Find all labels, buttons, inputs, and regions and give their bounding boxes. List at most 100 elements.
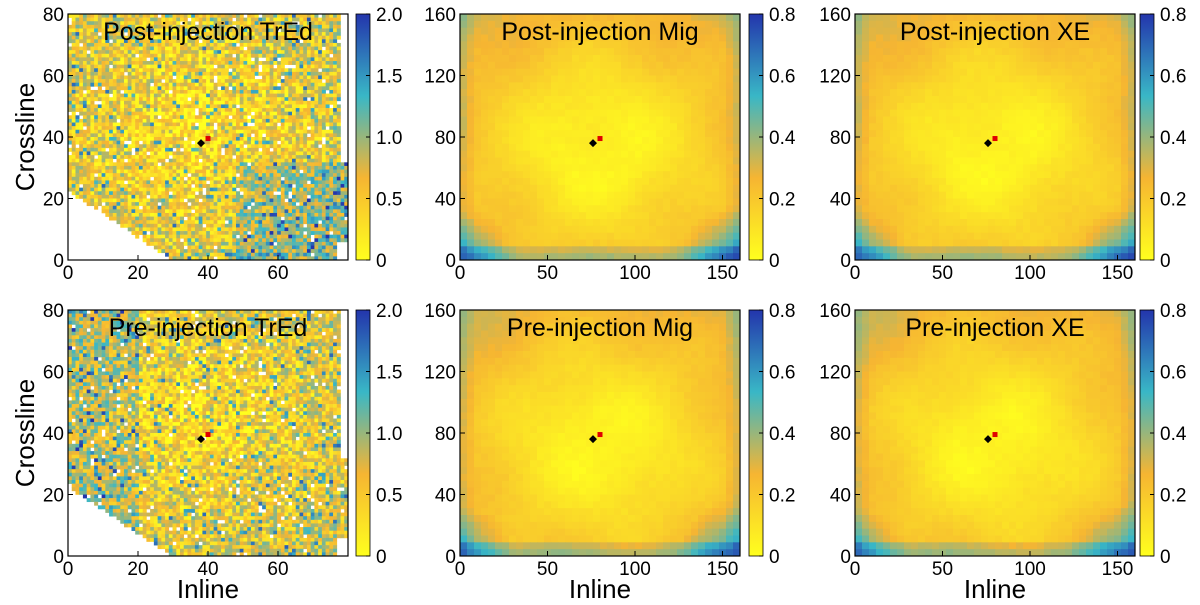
x-tick-label: 150	[707, 263, 739, 284]
x-tick-label: 20	[127, 263, 148, 284]
y-tick-label: 120	[424, 363, 456, 384]
x-tick-label: 100	[619, 559, 651, 580]
panel-6: 0 50 100 150 0 40 80 120 160 Pre-injection XE Inli…	[819, 301, 1187, 604]
y-tick-label: 40	[435, 486, 456, 507]
heatmap-field	[68, 310, 348, 556]
well-marker-black	[197, 435, 205, 444]
x-tick-label: 0	[455, 559, 466, 580]
panel-title: Pre-injection TrEd	[109, 314, 308, 342]
y-tick-label: 160	[819, 5, 851, 26]
colorbar-tick-label: 0	[1160, 547, 1171, 568]
x-tick-label: 0	[455, 263, 466, 284]
y-tick-label: 0	[445, 547, 456, 568]
x-axis-label: Inline	[177, 574, 239, 604]
colorbar-tick-label: 2.0	[376, 301, 402, 322]
y-axis-label: Crossline	[10, 83, 40, 191]
y-tick-label: 0	[840, 547, 851, 568]
x-tick-label: 0	[850, 559, 861, 580]
panel-3: 0 50 100 150 0 40 80 120 160 Post-injection XE 0 0.…	[819, 5, 1187, 284]
x-tick-label: 150	[707, 559, 739, 580]
colorbar-tick-label: 0.4	[769, 424, 796, 445]
colorbar-tick-label: 0.8	[1160, 301, 1186, 322]
x-tick-label: 0	[850, 263, 861, 284]
heatmap-field	[855, 14, 1135, 260]
well-marker-black	[589, 435, 597, 444]
well-marker-black	[197, 139, 205, 148]
colorbar-tick-label: 0	[769, 547, 780, 568]
y-tick-label: 80	[43, 301, 64, 322]
colorbar-tick-label: 0	[1160, 251, 1171, 272]
colorbar-tick-label: 0.4	[769, 128, 796, 149]
y-tick-label: 0	[53, 547, 64, 568]
y-tick-label: 160	[819, 301, 851, 322]
x-tick-label: 50	[932, 559, 953, 580]
y-tick-label: 20	[43, 486, 64, 507]
well-marker-black	[984, 139, 992, 148]
y-tick-label: 60	[43, 363, 64, 384]
colorbar-tick-label: 0.4	[1160, 424, 1187, 445]
colorbar-tick-label: 0.2	[1160, 190, 1186, 211]
x-tick-label: 100	[1014, 263, 1046, 284]
y-tick-label: 40	[43, 128, 64, 149]
y-axis-label: Crossline	[10, 379, 40, 487]
x-tick-label: 60	[267, 263, 288, 284]
panel-4: 0 20 40 60 0 20 40 60 80 Pre-injection TrEd Inline…	[10, 301, 402, 604]
y-tick-label: 0	[445, 251, 456, 272]
y-tick-label: 80	[830, 424, 851, 445]
colorbar-tick-label: 0.6	[769, 363, 795, 384]
x-tick-label: 150	[1102, 559, 1134, 580]
y-tick-label: 160	[424, 5, 456, 26]
colorbar-tick-label: 1.5	[376, 67, 402, 88]
colorbar-tick-label: 0.6	[769, 67, 795, 88]
x-tick-label: 100	[619, 263, 651, 284]
well-marker-red	[992, 432, 998, 438]
x-tick-label: 20	[127, 559, 148, 580]
colorbar-tick-label: 0.6	[1160, 363, 1186, 384]
x-tick-label: 150	[1102, 263, 1134, 284]
panel-2: 0 50 100 150 0 40 80 120 160 Post-injection Mig 0 0…	[424, 5, 796, 284]
y-tick-label: 80	[43, 5, 64, 26]
panel-title: Pre-injection Mig	[507, 314, 693, 342]
colorbar-tick-label: 0.5	[376, 190, 402, 211]
x-tick-label: 40	[197, 263, 218, 284]
x-tick-label: 100	[1014, 559, 1046, 580]
y-tick-label: 40	[43, 424, 64, 445]
y-tick-label: 60	[43, 67, 64, 88]
y-tick-label: 0	[53, 251, 64, 272]
panel-title: Post-injection TrEd	[103, 18, 313, 46]
colorbar-tick-label: 1.5	[376, 363, 402, 384]
y-tick-label: 120	[819, 67, 851, 88]
panel-5: 0 50 100 150 0 40 80 120 160 Pre-injection Mig Inl…	[424, 301, 796, 604]
colorbar-tick-label: 0.6	[1160, 67, 1186, 88]
x-tick-label: 0	[63, 263, 74, 284]
well-marker-red	[597, 432, 603, 438]
heatmap-field	[68, 14, 348, 260]
colorbar-tick-label: 1.0	[376, 424, 402, 445]
well-marker-red	[597, 136, 603, 142]
x-tick-label: 50	[537, 559, 558, 580]
panel-1: 0 20 40 60 0 20 40 60 80 Post-injection TrEd Cross…	[10, 5, 402, 284]
colorbar-tick-label: 1.0	[376, 128, 402, 149]
x-tick-label: 40	[197, 559, 218, 580]
panel-title: Post-injection XE	[900, 18, 1090, 46]
colorbar-tick-label: 0.2	[769, 486, 795, 507]
y-tick-label: 80	[830, 128, 851, 149]
y-tick-label: 0	[840, 251, 851, 272]
well-marker-red	[205, 136, 211, 142]
colorbar-tick-label: 0.8	[769, 5, 795, 26]
colorbar-tick-label: 0.2	[769, 190, 795, 211]
x-axis-label: Inline	[964, 574, 1026, 604]
colorbar-tick-label: 0	[376, 547, 387, 568]
y-tick-label: 20	[43, 190, 64, 211]
y-tick-label: 160	[424, 301, 456, 322]
y-tick-label: 80	[435, 128, 456, 149]
x-tick-label: 50	[932, 263, 953, 284]
y-tick-label: 40	[830, 190, 851, 211]
y-tick-label: 120	[819, 363, 851, 384]
colorbar-tick-label: 0.2	[1160, 486, 1186, 507]
y-tick-label: 40	[435, 190, 456, 211]
x-axis-label: Inline	[569, 574, 631, 604]
well-marker-red	[992, 136, 998, 142]
panel-title: Post-injection Mig	[501, 18, 698, 46]
